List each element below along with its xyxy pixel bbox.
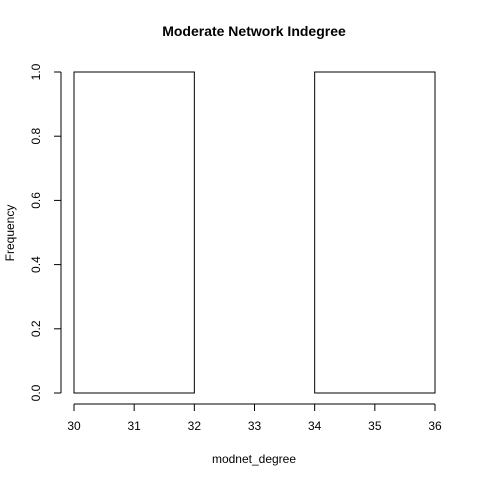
y-tick-label-0: 0.0 bbox=[29, 384, 43, 401]
y-tick-label-5: 1.0 bbox=[29, 63, 43, 80]
y-tick-label-3: 0.6 bbox=[29, 192, 43, 209]
x-tick-label-2: 32 bbox=[188, 419, 202, 433]
x-axis-label: modnet_degree bbox=[212, 452, 296, 466]
histogram-bars bbox=[73, 71, 436, 394]
histogram-bar-0 bbox=[73, 71, 195, 394]
x-tick-label-4: 34 bbox=[308, 419, 322, 433]
x-tick-label-0: 30 bbox=[67, 419, 81, 433]
x-axis: 30 31 32 33 34 35 36 bbox=[67, 403, 442, 433]
chart-title: Moderate Network Indegree bbox=[162, 23, 346, 39]
histogram-bar-2 bbox=[314, 71, 436, 394]
y-tick-label-1: 0.2 bbox=[29, 320, 43, 337]
y-tick-label-4: 0.8 bbox=[29, 128, 43, 145]
x-tick-label-3: 33 bbox=[248, 419, 262, 433]
x-tick-label-6: 36 bbox=[428, 419, 442, 433]
x-tick-label-5: 35 bbox=[368, 419, 382, 433]
x-tick-label-1: 31 bbox=[127, 419, 141, 433]
y-axis-label: Frequency bbox=[3, 205, 17, 262]
y-tick-label-2: 0.4 bbox=[29, 256, 43, 273]
y-axis: 0.0 0.2 0.4 0.6 0.8 1.0 bbox=[29, 63, 62, 401]
